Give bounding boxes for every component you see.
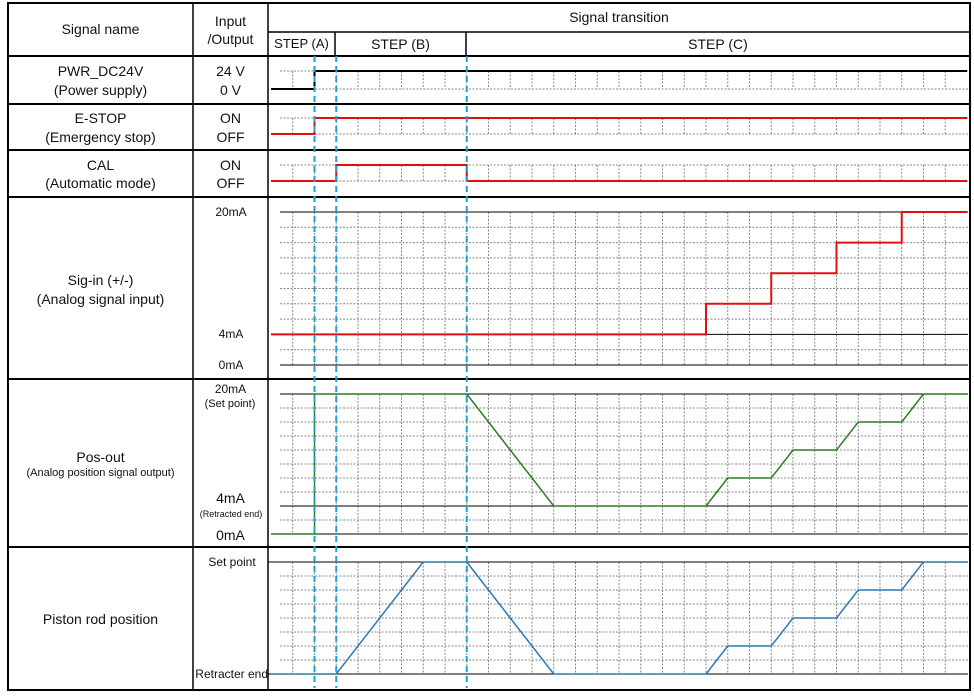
signal-trace-3: [271, 211, 967, 336]
header-signal-name: Signal name: [61, 21, 140, 37]
posout-label-4ma: 4mA: [216, 490, 245, 506]
posout-sub: (Analog position signal output): [26, 467, 175, 479]
pwr-io-high: 24 V: [216, 63, 245, 79]
pwr-io-low: 0 V: [219, 82, 241, 98]
cal-io-high: ON: [220, 157, 241, 173]
estop-io-high: ON: [220, 110, 241, 126]
step-b-label: STEP (B): [371, 36, 430, 52]
estop-sub: (Emergency stop): [45, 129, 156, 145]
header-io-line2: /Output: [207, 31, 254, 47]
signal-trace-4: [271, 393, 967, 535]
posout-label-0ma: 0mA: [216, 527, 245, 543]
piston-label-setpoint: Set point: [208, 555, 256, 569]
piston-name: Piston rod position: [42, 611, 159, 627]
posout-label-setpoint: (Set point): [204, 398, 256, 410]
step-c-label: STEP (C): [688, 36, 748, 52]
posout-label-retracted: (Retracted end): [199, 509, 263, 519]
estop-name: E-STOP: [74, 110, 127, 126]
estop-io-low: OFF: [216, 129, 245, 145]
piston-label-retracted: Retracter end: [195, 667, 268, 681]
pwr-sub: (Power supply): [53, 82, 148, 98]
signal-trace-5: [271, 561, 967, 675]
sigin-label-20ma: 20mA: [215, 205, 247, 219]
sigin-name: Sig-in (+/-): [67, 272, 134, 288]
posout-name: Pos-out: [76, 449, 125, 465]
sigin-sub: (Analog signal input): [36, 291, 165, 307]
pwr-name: PWR_DC24V: [57, 63, 144, 79]
posout-label-20ma: 20mA: [214, 382, 247, 396]
sigin-label-0ma: 0mA: [218, 358, 244, 372]
step-a-label: STEP (A): [274, 36, 329, 51]
sigin-label-4ma: 4mA: [218, 327, 244, 341]
cal-name: CAL: [86, 157, 115, 173]
header-io-line1: Input: [214, 13, 247, 29]
signal-trace-2: [271, 164, 967, 182]
header-signal-transition: Signal transition: [569, 9, 669, 25]
table-border: [7, 2, 971, 691]
cal-io-low: OFF: [216, 175, 245, 191]
cal-sub: (Automatic mode): [45, 175, 156, 191]
